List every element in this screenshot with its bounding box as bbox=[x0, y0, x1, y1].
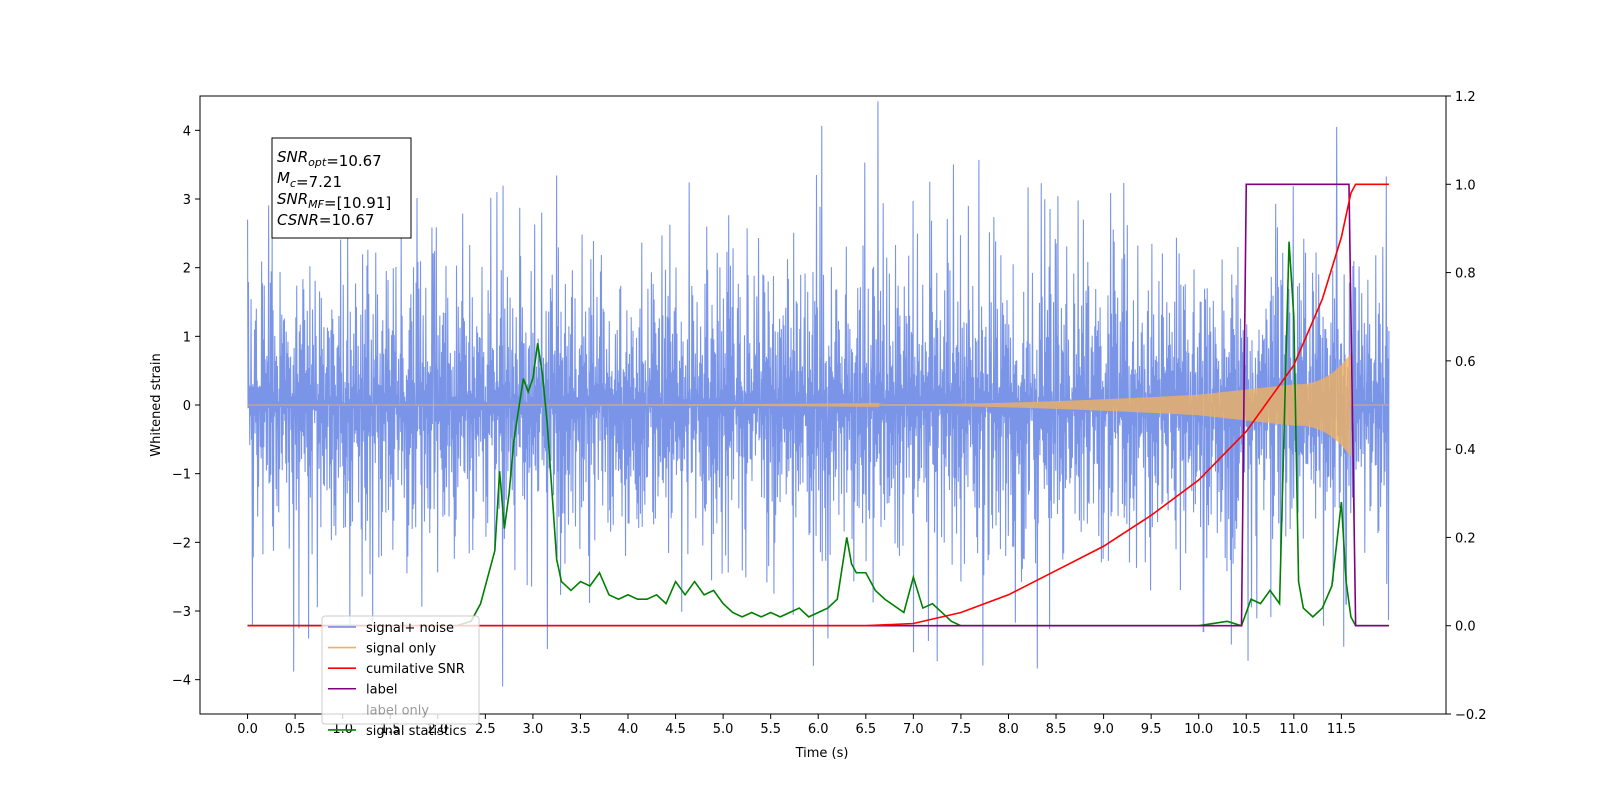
y-tick-label: −3 bbox=[172, 605, 191, 620]
legend-frame bbox=[321, 615, 480, 725]
x-tick-label: 9.0 bbox=[1093, 722, 1114, 737]
x-tick-label: 4.5 bbox=[665, 722, 686, 737]
info-line: Mc=7.21 bbox=[277, 169, 342, 191]
x-tick-label: 5.0 bbox=[713, 722, 734, 737]
y-tick-label: 2 bbox=[183, 262, 191, 277]
legend-label: label bbox=[366, 683, 397, 698]
info-line-part: SNR bbox=[277, 190, 308, 208]
info-line-part: =[10.91] bbox=[324, 194, 391, 212]
x-tick-label: 2.5 bbox=[475, 722, 496, 737]
series-layer bbox=[247, 101, 1390, 687]
y2-tick-label: 0.4 bbox=[1455, 443, 1476, 458]
x-tick-label: 10.0 bbox=[1184, 722, 1213, 737]
legend-label: label only bbox=[366, 703, 429, 718]
info-line-part: opt bbox=[308, 156, 327, 169]
series-signal-only-line bbox=[247, 353, 1389, 456]
series-cumulative-snr-line bbox=[247, 183, 1389, 627]
info-line: SNRopt=10.67 bbox=[277, 148, 382, 170]
axes-layer: 0.0 0.5 1.0 1.5 2.0 2.5 3.0 3.5 4.0 4.5 5.0 5.5 6.0 6… bbox=[172, 90, 1487, 737]
x-tick-label: 6.5 bbox=[855, 722, 876, 737]
x-tick-label: 11.5 bbox=[1327, 722, 1356, 737]
y2-tick-label: −0.2 bbox=[1455, 708, 1487, 723]
y2-tick-label: 0.2 bbox=[1455, 531, 1476, 546]
y-axis-label: Whitened strain bbox=[149, 353, 164, 456]
info-line-part: MF bbox=[308, 198, 324, 211]
info-line: CSNR=10.67 bbox=[277, 211, 374, 229]
x-tick-label: 1.5 bbox=[380, 722, 401, 737]
info-line-part: c bbox=[290, 177, 296, 190]
x-tick-label: 3.5 bbox=[570, 722, 591, 737]
x-tick-label: 3.0 bbox=[523, 722, 544, 737]
info-line-part: SNR bbox=[277, 148, 308, 166]
y2-tick-label: 1.2 bbox=[1455, 90, 1476, 105]
info-line-part: =10.67 bbox=[326, 152, 382, 170]
y-tick-label: 3 bbox=[183, 193, 191, 208]
info-line-part: M bbox=[277, 169, 290, 187]
info-line-part: =7.21 bbox=[296, 173, 342, 191]
y2-tick-label: 1.0 bbox=[1455, 178, 1476, 193]
legend-label: cumilative SNR bbox=[366, 662, 465, 677]
x-tick-label: 6.0 bbox=[808, 722, 829, 737]
legend-label: signal+ noise bbox=[366, 621, 454, 636]
x-tick-label: 9.5 bbox=[1141, 722, 1162, 737]
x-tick-label: 0.5 bbox=[285, 722, 306, 737]
y2-tick-label: 0.6 bbox=[1455, 355, 1476, 370]
y-tick-label: 4 bbox=[183, 124, 191, 139]
info-line-part: =10.67 bbox=[319, 211, 375, 229]
x-tick-label: 4.0 bbox=[618, 722, 639, 737]
y-tick-label: −2 bbox=[172, 536, 191, 551]
x-tick-label: 8.0 bbox=[998, 722, 1019, 737]
x-tick-label: 10.5 bbox=[1232, 722, 1261, 737]
x-tick-label: 0.0 bbox=[237, 722, 258, 737]
y-tick-label: 0 bbox=[183, 399, 191, 414]
x-tick-label: 2.0 bbox=[427, 722, 448, 737]
legend-label: signal statistics bbox=[366, 724, 467, 739]
x-tick-label: 11.0 bbox=[1279, 722, 1308, 737]
y2-tick-label: 0.8 bbox=[1455, 267, 1476, 282]
x-tick-label: 5.5 bbox=[760, 722, 781, 737]
x-tick-label: 7.5 bbox=[951, 722, 972, 737]
series-signal-statistics-line bbox=[247, 241, 1389, 627]
y-tick-label: −1 bbox=[172, 468, 191, 483]
info-line: SNRMF=[10.91] bbox=[277, 190, 391, 212]
legend-label: signal only bbox=[366, 642, 436, 657]
x-tick-label: 7.0 bbox=[903, 722, 924, 737]
info-box: SNRopt=10.67Mc=7.21SNRMF=[10.91]CSNR=10.… bbox=[271, 137, 412, 239]
y-tick-label: −4 bbox=[172, 674, 191, 689]
x-tick-label: 8.5 bbox=[1046, 722, 1067, 737]
series-label-line bbox=[247, 183, 1389, 627]
y2-tick-label: 0.0 bbox=[1455, 620, 1476, 635]
info-line-part: CSNR bbox=[277, 211, 319, 229]
info-box-frame bbox=[271, 137, 412, 239]
y-tick-label: 1 bbox=[183, 330, 191, 345]
x-axis-label: Time (s) bbox=[795, 746, 849, 761]
legend: signal+ noise signal only cumilative SNR la… bbox=[321, 615, 480, 739]
